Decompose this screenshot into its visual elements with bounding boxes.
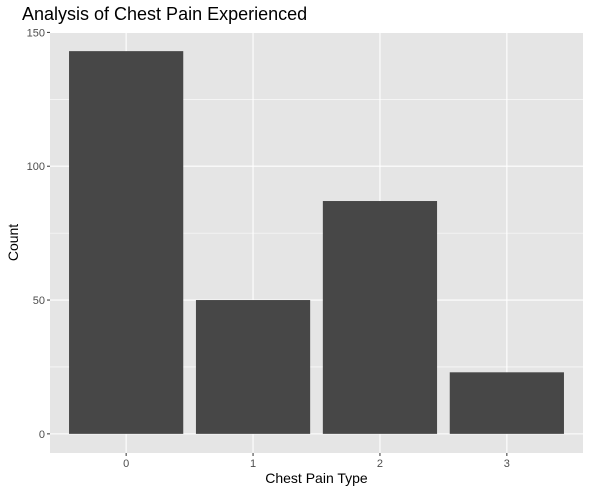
bar-2 [322, 201, 438, 434]
bar-3 [449, 372, 564, 434]
y-axis-title: Count [5, 224, 21, 261]
y-tick-label: 50 [33, 295, 45, 307]
bars [69, 51, 564, 434]
bar-1 [195, 300, 311, 434]
y-axis-ticks: 0 50 100 150 [27, 27, 50, 441]
bar-0 [69, 51, 184, 434]
x-tick-label: 3 [504, 458, 510, 470]
x-tick-label: 2 [377, 458, 383, 470]
x-tick-label: 0 [123, 458, 129, 470]
x-tick-label: 1 [250, 458, 256, 470]
y-tick-label: 0 [39, 429, 45, 441]
chart-title: Analysis of Chest Pain Experienced [22, 4, 308, 24]
y-tick-label: 100 [27, 161, 45, 173]
y-tick-label: 150 [27, 27, 45, 39]
x-axis-ticks: 0 1 2 3 [123, 453, 510, 470]
x-axis-title: Chest Pain Type [265, 470, 368, 486]
